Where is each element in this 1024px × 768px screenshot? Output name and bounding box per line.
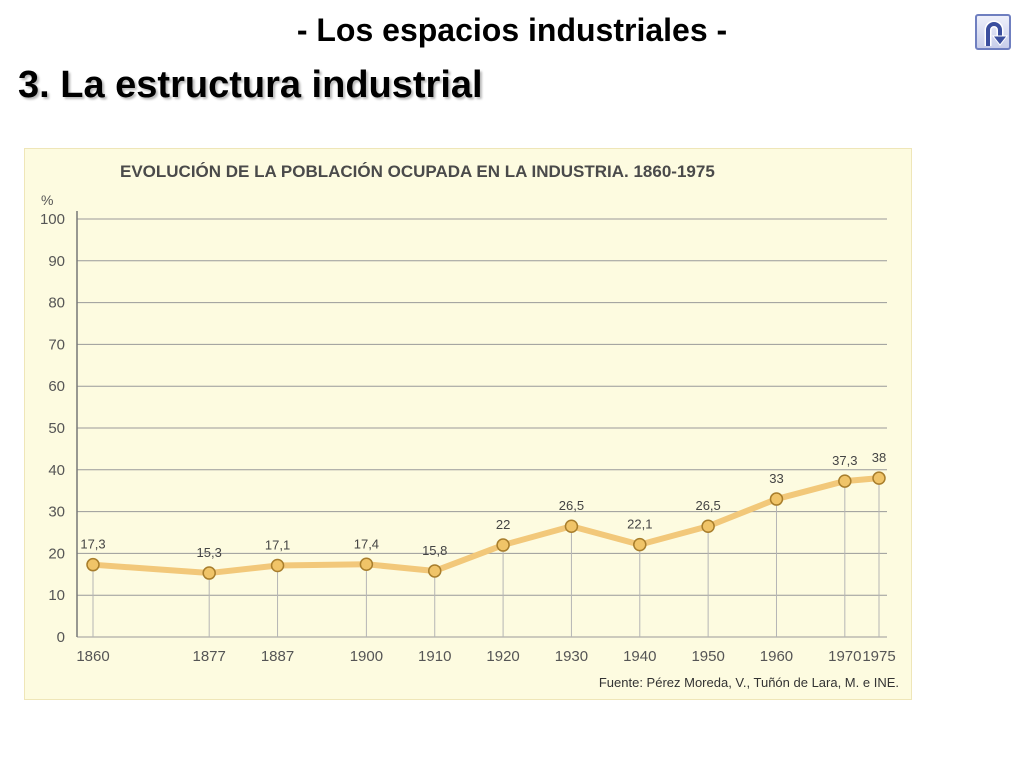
y-axis-unit-label: % (41, 192, 53, 208)
data-label: 15,3 (197, 545, 222, 560)
data-point (838, 474, 852, 488)
data-label: 22,1 (627, 517, 652, 532)
x-tick-label: 1950 (691, 648, 724, 665)
y-tick-label: 30 (48, 504, 65, 521)
data-label: 26,5 (559, 498, 584, 513)
x-tick-label: 1887 (261, 648, 294, 665)
y-tick-label: 40 (48, 462, 65, 479)
data-point (359, 557, 374, 572)
y-tick-label: 10 (48, 587, 65, 604)
data-point (769, 492, 784, 506)
slide-subtitle: - Los espacios industriales - (296, 12, 728, 48)
x-tick-label: 1975 (862, 648, 895, 665)
x-tick-label: 1960 (760, 648, 793, 665)
data-point (633, 537, 647, 552)
y-tick-label: 20 (48, 545, 65, 562)
x-tick-label: 1910 (418, 648, 451, 665)
data-point (701, 519, 715, 533)
data-point (86, 557, 100, 572)
back-button[interactable] (975, 14, 1011, 50)
x-tick-label: 1877 (193, 648, 226, 665)
y-tick-label: 50 (48, 420, 65, 437)
data-point (564, 519, 579, 533)
u-turn-arrow-icon (984, 20, 1008, 46)
data-label: 17,1 (265, 538, 290, 553)
y-tick-label: 0 (57, 629, 65, 646)
series-line (90, 475, 882, 577)
y-tick-label: 100 (40, 211, 65, 228)
line-chart: EVOLUCIÓN DE LA POBLACIÓN OCUPADA EN LA … (40, 162, 899, 690)
data-label: 37,3 (832, 453, 857, 468)
data-point (872, 471, 886, 485)
source-note: Fuente: Pérez Moreda, V., Tuñón de Lara,… (599, 675, 899, 690)
data-label: 38 (872, 450, 886, 465)
y-tick-label: 70 (48, 336, 65, 353)
x-tick-label: 1920 (486, 648, 519, 665)
y-tick-label: 90 (48, 253, 65, 270)
x-tick-label: 1860 (76, 648, 109, 665)
slide-title: 3. La estructura industrial (18, 64, 483, 106)
data-point (496, 538, 510, 552)
data-point (202, 566, 216, 580)
data-point (427, 564, 442, 578)
x-tick-label: 1940 (623, 648, 656, 665)
x-tick-label: 1930 (555, 648, 588, 665)
data-point (270, 558, 285, 573)
data-label: 15,8 (422, 543, 447, 558)
y-tick-label: 80 (48, 295, 65, 312)
data-label: 26,5 (695, 498, 720, 513)
data-label: 17,4 (354, 536, 379, 551)
chart-figure: EVOLUCIÓN DE LA POBLACIÓN OCUPADA EN LA … (24, 148, 912, 700)
data-label: 17,3 (80, 537, 105, 552)
data-label: 33 (769, 471, 783, 486)
x-tick-label: 1900 (350, 648, 383, 665)
y-tick-label: 60 (48, 378, 65, 395)
x-tick-label: 1970 (828, 648, 861, 665)
chart-title: EVOLUCIÓN DE LA POBLACIÓN OCUPADA EN LA … (120, 162, 715, 181)
data-label: 22 (496, 517, 510, 532)
